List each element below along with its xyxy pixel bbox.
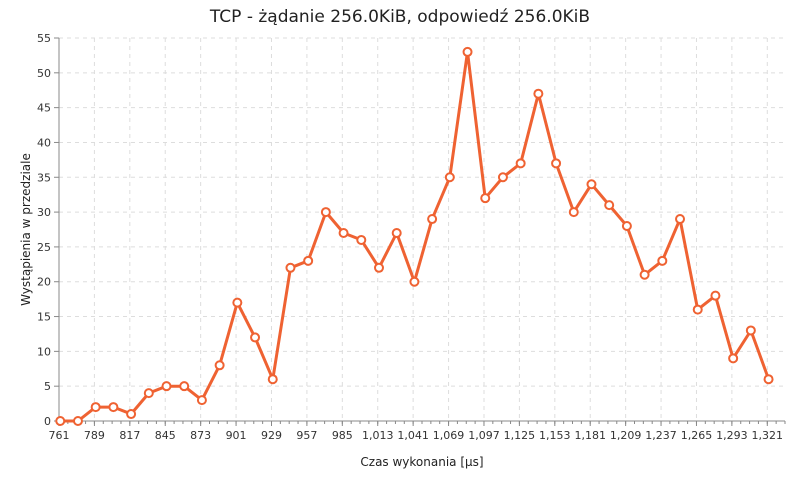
y-tick-label: 55	[37, 32, 51, 45]
data-point	[515, 158, 526, 169]
data-point	[444, 172, 455, 183]
x-tick-label: 789	[84, 429, 105, 442]
x-tick-label: 1,321	[752, 429, 784, 442]
data-point	[126, 409, 137, 420]
y-tick-label: 30	[37, 206, 51, 219]
data-point	[196, 395, 207, 406]
data-point	[533, 88, 544, 99]
data-point	[356, 234, 367, 245]
chart-title: TCP - żądanie 256.0KiB, odpowiedź 256.0K…	[209, 7, 591, 27]
y-tick-label: 20	[37, 276, 51, 289]
data-point	[55, 416, 66, 426]
y-tick-label: 15	[37, 311, 51, 324]
data-point	[586, 179, 597, 190]
x-tick-label: 1,013	[362, 429, 394, 442]
data-point	[373, 262, 384, 273]
x-tick-label: 957	[296, 429, 317, 442]
y-tick-label: 25	[37, 241, 51, 254]
x-tick-label: 761	[49, 429, 70, 442]
data-point	[639, 269, 650, 280]
data-point	[728, 353, 739, 364]
x-tick-label: 1,069	[433, 429, 465, 442]
data-point	[657, 255, 668, 266]
data-point	[285, 262, 296, 273]
data-point	[462, 46, 473, 57]
x-tick-label: 929	[261, 429, 282, 442]
x-tick-label: 985	[332, 429, 353, 442]
x-tick-label: 1,265	[681, 429, 713, 442]
x-tick-label: 1,041	[397, 429, 429, 442]
y-tick-label: 0	[44, 415, 51, 428]
data-point	[480, 193, 491, 204]
data-point	[72, 416, 83, 426]
y-tick-label: 35	[37, 171, 51, 184]
data-point	[338, 227, 349, 238]
data-point	[692, 304, 703, 315]
data-point	[568, 207, 579, 218]
x-tick-label: 1,293	[716, 429, 748, 442]
x-tick-label: 1,181	[574, 429, 606, 442]
data-point	[497, 172, 508, 183]
data-point	[232, 297, 243, 308]
data-point	[675, 214, 686, 225]
x-tick-label: 901	[226, 429, 247, 442]
y-tick-label: 50	[37, 67, 51, 80]
x-tick-label: 1,209	[610, 429, 642, 442]
data-point	[710, 290, 721, 301]
x-tick-label: 1,125	[504, 429, 536, 442]
y-tick-label: 40	[37, 136, 51, 149]
data-point	[763, 374, 774, 385]
x-tick-label: 817	[119, 429, 140, 442]
x-tick-label: 1,153	[539, 429, 571, 442]
data-point	[427, 214, 438, 225]
y-tick-label: 5	[44, 380, 51, 393]
data-point	[320, 207, 331, 218]
data-point	[391, 227, 402, 238]
data-point	[267, 374, 278, 385]
data-point	[745, 325, 756, 336]
x-tick-label: 1,097	[468, 429, 500, 442]
data-point	[409, 276, 420, 287]
data-point	[108, 402, 119, 413]
y-axis-label: Wystąpienia w przedziale	[19, 153, 33, 306]
data-point	[303, 255, 314, 266]
x-axis-label: Czas wykonania [µs]	[360, 455, 483, 469]
data-point	[250, 332, 261, 343]
data-point	[179, 381, 190, 392]
data-point	[551, 158, 562, 169]
data-point	[621, 221, 632, 232]
data-point	[90, 402, 101, 413]
x-tick-label: 845	[155, 429, 176, 442]
x-tick-label: 873	[190, 429, 211, 442]
data-point	[214, 360, 225, 371]
y-tick-label: 45	[37, 102, 51, 115]
y-tick-label: 10	[37, 345, 51, 358]
data-point	[161, 381, 172, 392]
x-tick-label: 1,237	[645, 429, 677, 442]
data-point	[143, 388, 154, 399]
data-point	[604, 200, 615, 211]
